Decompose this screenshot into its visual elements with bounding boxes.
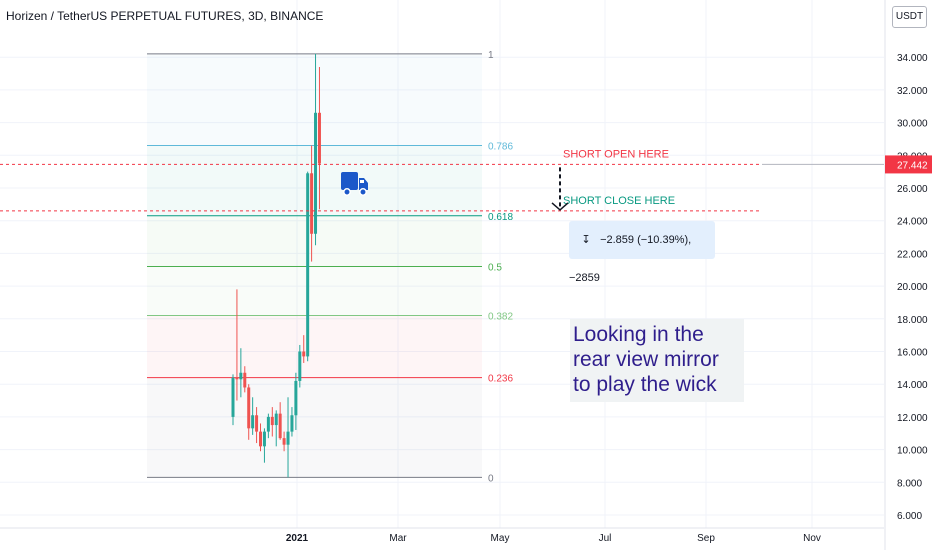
candle-body <box>302 351 306 357</box>
annotation-line: to play the wick <box>573 373 717 396</box>
fib-band <box>147 266 482 316</box>
y-tick-label: 10.000 <box>897 446 928 457</box>
candle-body <box>314 112 318 234</box>
y-tick-label: 8.000 <box>897 478 922 489</box>
x-tick-label: Nov <box>803 533 821 544</box>
y-tick-label: 6.000 <box>897 511 922 522</box>
candle-body <box>231 377 235 417</box>
measure-label: −2.859 (−10.39%), −2859 <box>569 234 692 284</box>
fib-label: 0.5 <box>488 262 502 273</box>
y-tick-label: 12.000 <box>897 413 928 424</box>
fib-band <box>147 315 482 378</box>
y-tick-label: 26.000 <box>897 184 928 195</box>
candle-body <box>282 438 286 445</box>
y-tick-label: 18.000 <box>897 315 928 326</box>
measure-range-icon: ↧ <box>581 234 591 246</box>
fib-label: 0.236 <box>488 374 513 385</box>
candle-body <box>306 173 310 357</box>
fib-label: 1 <box>488 50 494 61</box>
candle-body <box>290 415 294 432</box>
y-tick-label: 32.000 <box>897 86 928 97</box>
candle-body <box>310 173 314 234</box>
candle-body <box>247 387 251 429</box>
annotation-line: rear view mirror <box>573 348 719 371</box>
text-annotation[interactable]: Looking in the rear view mirror to play … <box>570 319 744 402</box>
x-tick-label: Sep <box>697 533 715 544</box>
delivery-truck-icon <box>341 172 358 190</box>
candle-body <box>274 413 278 426</box>
fib-label: 0.786 <box>488 141 513 152</box>
y-tick-label: 30.000 <box>897 119 928 130</box>
horizontal-line-label: SHORT CLOSE HERE <box>563 195 675 207</box>
y-tick-label: 16.000 <box>897 348 928 359</box>
candle-body <box>278 413 282 439</box>
fib-label: 0 <box>488 473 494 484</box>
delivery-truck-icon <box>360 180 364 183</box>
currency-button[interactable]: USDT <box>892 6 927 28</box>
x-tick-label: Jul <box>599 533 612 544</box>
y-tick-label: 14.000 <box>897 380 928 391</box>
candle-body <box>298 351 302 381</box>
candle-body <box>294 380 298 416</box>
candle-body <box>266 416 270 432</box>
y-tick-label: 34.000 <box>897 53 928 64</box>
annotation-line: Looking in the <box>573 323 704 346</box>
x-tick-label: May <box>491 533 510 544</box>
candle-body <box>270 416 274 426</box>
candle-body <box>317 112 321 164</box>
fib-band <box>147 377 482 478</box>
y-tick-label: 22.000 <box>897 249 928 260</box>
candle-body <box>259 431 263 447</box>
measure-tooltip: ↧ −2.859 (−10.39%), −2859 <box>569 221 715 284</box>
fib-label: 0.382 <box>488 312 513 323</box>
candle-body <box>239 372 243 380</box>
candle-body <box>286 431 290 445</box>
candle-body <box>255 415 259 432</box>
candle-body <box>262 431 266 447</box>
delivery-truck-icon <box>359 188 367 196</box>
chart-title: Horizen / TetherUS PERPETUAL FUTURES, 3D… <box>6 9 324 23</box>
fib-label: 0.618 <box>488 212 513 223</box>
candle-body <box>235 377 239 380</box>
x-tick-label: Mar <box>389 533 407 544</box>
y-tick-label: 24.000 <box>897 217 928 228</box>
last-price-label: 27.442 <box>897 160 928 171</box>
x-tick-label: 2021 <box>286 533 309 544</box>
horizontal-line-label: SHORT OPEN HERE <box>563 148 669 160</box>
candle-body <box>243 372 247 388</box>
candle-body <box>251 415 255 429</box>
y-tick-label: 20.000 <box>897 282 928 293</box>
delivery-truck-icon <box>343 188 351 196</box>
measure-arrow-head <box>551 202 569 211</box>
last-price-badge <box>885 155 932 174</box>
